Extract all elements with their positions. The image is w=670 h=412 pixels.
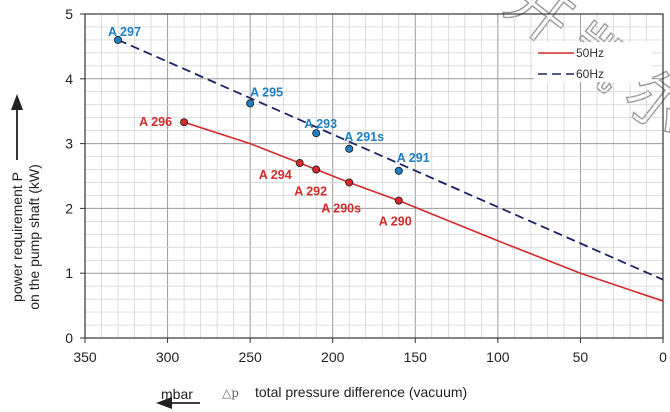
data-point <box>312 165 321 174</box>
x-tick-label: 250 <box>238 349 262 365</box>
x-axis-ticks: 350 300 250 200 150 100 50 0 <box>73 338 667 365</box>
data-point <box>180 118 189 127</box>
point-label: A 294 <box>259 168 292 182</box>
y-axis-arrow <box>11 94 23 160</box>
point-label: A 290 <box>379 215 412 229</box>
x-axis-symbol: △p <box>222 386 239 400</box>
series-line-60hz <box>117 39 664 281</box>
x-axis-title: total pressure difference (vacuum) <box>255 384 467 400</box>
x-axis-title-group: mbar △p total pressure difference (vacuu… <box>156 384 467 409</box>
data-point <box>394 166 403 175</box>
plot-frame <box>84 13 664 339</box>
series-layer <box>117 39 664 302</box>
data-point <box>114 35 123 44</box>
x-tick-label: 0 <box>659 349 667 365</box>
data-point <box>295 159 304 168</box>
series-line-50hz <box>183 121 664 302</box>
point-label: A 290s <box>321 201 361 215</box>
x-axis-unit-arrow <box>156 397 200 409</box>
data-point <box>345 144 354 153</box>
point-label: A 296 <box>139 115 172 129</box>
y-tick-label: 4 <box>65 71 73 87</box>
y-axis-ticks: 0 1 2 3 4 5 <box>65 6 85 346</box>
x-axis-unit: mbar <box>161 386 193 402</box>
y-tick-label: 0 <box>65 330 73 346</box>
y-axis-title-line-2: on the pump shaft (kW) <box>26 164 42 310</box>
y-axis-title: power requirement P on the pump shaft (k… <box>9 164 42 310</box>
point-label: A 291s <box>344 130 384 144</box>
data-point <box>394 196 403 205</box>
y-tick-label: 3 <box>65 136 73 152</box>
x-tick-label: 350 <box>73 349 97 365</box>
point-label: A 295 <box>250 85 283 99</box>
point-label: A 293 <box>304 117 337 131</box>
y-tick-label: 2 <box>65 200 73 216</box>
y-axis-title-line-1: power requirement P <box>9 172 25 302</box>
y-tick-label: 5 <box>65 6 73 22</box>
point-label: A 297 <box>108 25 141 39</box>
legend-background <box>534 42 652 82</box>
x-tick-label: 150 <box>404 349 428 365</box>
data-point <box>312 129 321 138</box>
x-tick-label: 100 <box>486 349 510 365</box>
legend: 50Hz 60Hz <box>534 42 652 82</box>
legend-label-50hz: 50Hz <box>576 46 604 60</box>
x-tick-label: 50 <box>573 349 589 365</box>
data-point <box>246 99 255 108</box>
point-label: A 292 <box>294 185 327 199</box>
point-label: A 291 <box>397 151 430 165</box>
data-point <box>345 178 354 187</box>
legend-label-60hz: 60Hz <box>576 67 604 81</box>
y-tick-label: 1 <box>65 265 73 281</box>
x-tick-label: 300 <box>156 349 180 365</box>
x-tick-label: 200 <box>321 349 345 365</box>
